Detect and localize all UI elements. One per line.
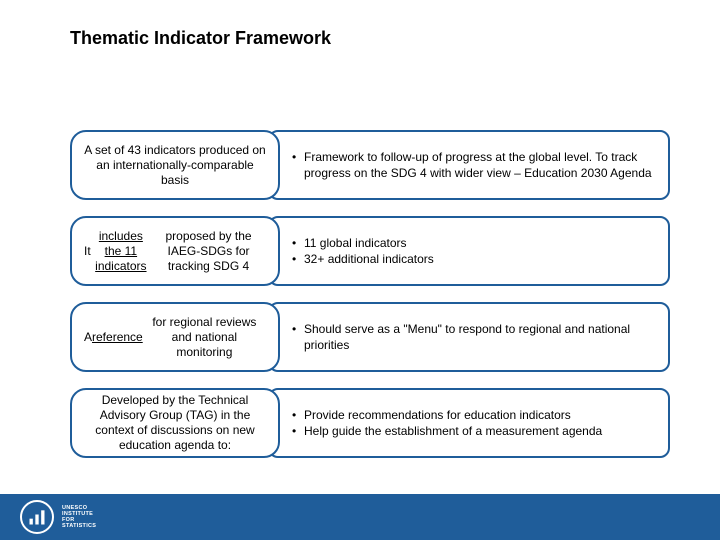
footer-logo-text: UNESCO INSTITUTE FOR STATISTICS (62, 505, 96, 529)
row-1-bullet-1: Framework to follow-up of progress at th… (292, 149, 654, 181)
footer-bar: UNESCO INSTITUTE FOR STATISTICS (0, 494, 720, 540)
row-2-left: It includes the 11 indicators proposed b… (70, 216, 280, 286)
row-1-left: A set of 43 indicators produced on an in… (70, 130, 280, 200)
row-4: Developed by the Technical Advisory Grou… (70, 388, 670, 458)
row-4-bullet-2: Help guide the establishment of a measur… (292, 423, 602, 439)
row-3-right: Should serve as a "Menu" to respond to r… (268, 302, 670, 372)
bar-chart-icon (27, 507, 47, 527)
row-2-bullet-2: 32+ additional indicators (292, 251, 434, 267)
row-3: A reference for regional reviews and nat… (70, 302, 670, 372)
footer-line4: STATISTICS (62, 523, 96, 529)
row-1-bullets: Framework to follow-up of progress at th… (292, 149, 654, 181)
row-2: It includes the 11 indicators proposed b… (70, 216, 670, 286)
page-title: Thematic Indicator Framework (70, 28, 331, 49)
row-2-right: 11 global indicators 32+ additional indi… (268, 216, 670, 286)
row-1-right: Framework to follow-up of progress at th… (268, 130, 670, 200)
row-3-left: A reference for regional reviews and nat… (70, 302, 280, 372)
row-3-bullet-1: Should serve as a "Menu" to respond to r… (292, 321, 654, 353)
row-3-bullets: Should serve as a "Menu" to respond to r… (292, 321, 654, 353)
row-2-bullet-1: 11 global indicators (292, 235, 434, 251)
rows-container: A set of 43 indicators produced on an in… (70, 130, 670, 458)
row-4-bullet-1: Provide recommendations for education in… (292, 407, 602, 423)
row-4-bullets: Provide recommendations for education in… (292, 407, 602, 439)
row-2-bullets: 11 global indicators 32+ additional indi… (292, 235, 434, 267)
row-1: A set of 43 indicators produced on an in… (70, 130, 670, 200)
logo-icon (20, 500, 54, 534)
row-4-left: Developed by the Technical Advisory Grou… (70, 388, 280, 458)
row-4-right: Provide recommendations for education in… (268, 388, 670, 458)
